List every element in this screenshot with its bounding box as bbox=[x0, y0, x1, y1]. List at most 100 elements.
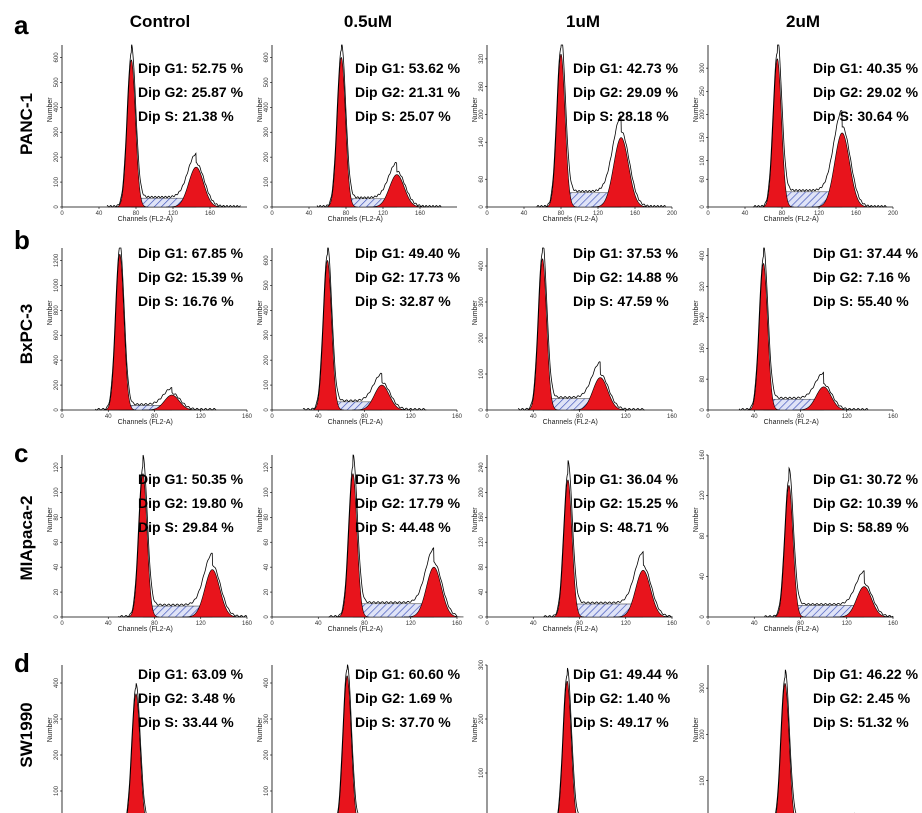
x-axis-label: Channels (FL2-A) bbox=[543, 626, 598, 633]
raw-histogram-line bbox=[316, 44, 442, 208]
g1-peak bbox=[114, 59, 148, 208]
x-tick-label: 40 bbox=[105, 414, 112, 420]
g2-peak bbox=[166, 166, 226, 208]
dip-g2-stat: Dip G2: 1.40 % bbox=[573, 690, 671, 706]
y-tick-label: 300 bbox=[264, 713, 270, 724]
g1-peak bbox=[760, 58, 794, 208]
x-tick-label: 40 bbox=[315, 414, 322, 420]
g1-peak bbox=[525, 258, 559, 411]
g1-peak bbox=[336, 473, 370, 618]
x-tick-label: 80 bbox=[361, 621, 368, 627]
raw-histogram-line bbox=[302, 247, 427, 411]
y-tick-label: 40 bbox=[54, 563, 60, 570]
y-tick-label: 140 bbox=[479, 137, 485, 148]
x-tick-label: 160 bbox=[667, 621, 678, 627]
g2-peak bbox=[834, 586, 894, 618]
dip-g1-stat: Dip G1: 46.22 % bbox=[813, 666, 919, 682]
y-axis-label: Number bbox=[693, 97, 700, 123]
g2-peak bbox=[351, 384, 412, 411]
x-tick-label: 40 bbox=[751, 414, 758, 420]
y-tick-label: 200 bbox=[264, 749, 270, 760]
y-tick-label: 200 bbox=[479, 332, 485, 343]
x-tick-label: 40 bbox=[315, 621, 322, 627]
dip-s-stat: Dip S: 44.48 % bbox=[355, 519, 451, 535]
dip-g1-stat: Dip G1: 42.73 % bbox=[573, 60, 679, 76]
y-tick-label: 100 bbox=[700, 775, 706, 786]
g2-peak bbox=[403, 566, 464, 618]
x-tick-label: 80 bbox=[797, 621, 804, 627]
raw-histogram-line bbox=[775, 669, 855, 813]
g2-peak bbox=[613, 569, 673, 618]
panel-letter-c: c bbox=[14, 438, 28, 468]
x-tick-label: 120 bbox=[406, 621, 417, 627]
x-axis-label: Channels (FL2-A) bbox=[118, 626, 173, 633]
y-tick-label: 100 bbox=[700, 155, 706, 166]
dip-g1-stat: Dip G1: 36.04 % bbox=[573, 471, 679, 487]
y-tick-label: 80 bbox=[700, 532, 706, 539]
y-axis-label: Number bbox=[47, 717, 54, 743]
y-tick-label: 0 bbox=[479, 615, 485, 619]
dip-g2-stat: Dip G2: 25.87 % bbox=[138, 84, 244, 100]
x-axis-label: Channels (FL2-A) bbox=[764, 216, 819, 223]
x-tick-label: 160 bbox=[452, 414, 463, 420]
y-tick-label: 500 bbox=[264, 280, 270, 291]
y-tick-label: 100 bbox=[479, 368, 485, 379]
y-tick-label: 200 bbox=[264, 151, 270, 162]
dip-s-stat: Dip S: 29.84 % bbox=[138, 519, 234, 535]
y-tick-label: 200 bbox=[54, 379, 60, 390]
y-tick-label: 400 bbox=[54, 102, 60, 113]
x-tick-label: 80 bbox=[151, 414, 158, 420]
dip-g1-stat: Dip G1: 53.62 % bbox=[355, 60, 461, 76]
x-tick-label: 120 bbox=[621, 414, 632, 420]
y-tick-label: 400 bbox=[264, 677, 270, 688]
column-header-control: Control bbox=[130, 12, 190, 31]
dip-s-stat: Dip S: 37.70 % bbox=[355, 714, 451, 730]
y-tick-label: 100 bbox=[264, 176, 270, 187]
dip-g2-stat: Dip G2: 29.02 % bbox=[813, 84, 919, 100]
g1-peak bbox=[337, 675, 357, 813]
y-axis-label: Number bbox=[693, 717, 700, 743]
x-tick-label: 0 bbox=[485, 621, 489, 627]
x-tick-label: 80 bbox=[797, 414, 804, 420]
y-tick-label: 400 bbox=[264, 305, 270, 316]
x-axis-label: Channels (FL2-A) bbox=[764, 626, 819, 633]
y-tick-label: 100 bbox=[264, 487, 270, 498]
x-tick-label: 40 bbox=[751, 621, 758, 627]
g1-peak bbox=[126, 473, 160, 618]
y-axis-label: Number bbox=[472, 300, 479, 326]
raw-histogram-line bbox=[536, 44, 666, 208]
dip-g2-stat: Dip G2: 3.48 % bbox=[138, 690, 236, 706]
y-tick-label: 400 bbox=[54, 677, 60, 688]
dip-s-stat: Dip S: 30.64 % bbox=[813, 108, 909, 124]
x-tick-label: 160 bbox=[667, 414, 678, 420]
histogram-miapaca-2-0-5um: 0 40 80 120 160 0 20 40 60 80 100 120 Channels (FL2-… bbox=[257, 454, 464, 633]
histogram-miapaca-2-2um: 0 40 80 120 160 0 40 80 120 160 Channels (FL2-A) Nu… bbox=[693, 449, 919, 633]
y-tick-label: 100 bbox=[264, 379, 270, 390]
g1-peak bbox=[551, 479, 585, 618]
x-tick-label: 0 bbox=[485, 414, 489, 420]
dip-g1-stat: Dip G1: 63.09 % bbox=[138, 666, 244, 682]
x-axis-label: Channels (FL2-A) bbox=[543, 216, 598, 223]
x-tick-label: 160 bbox=[415, 211, 426, 217]
histogram-miapaca-2-1um: 0 40 80 120 160 0 40 80 120 160 200 240 Channels (FL… bbox=[472, 455, 679, 633]
x-tick-label: 160 bbox=[888, 621, 899, 627]
dip-g2-stat: Dip G2: 1.69 % bbox=[355, 690, 453, 706]
dip-g1-stat: Dip G1: 37.44 % bbox=[813, 245, 919, 261]
g1-peak bbox=[127, 693, 145, 813]
x-tick-label: 80 bbox=[779, 211, 786, 217]
g1-peak bbox=[558, 680, 577, 813]
y-tick-label: 500 bbox=[264, 77, 270, 88]
histogram-panc-1-2um: 0 40 80 120 160 200 0 60 100 150 200 250 300 Channels… bbox=[693, 44, 919, 223]
raw-histogram-line bbox=[118, 454, 248, 618]
dip-g1-stat: Dip G1: 67.85 % bbox=[138, 245, 244, 261]
dip-s-stat: Dip S: 49.17 % bbox=[573, 714, 669, 730]
g2-peak bbox=[812, 132, 872, 208]
raw-histogram-line bbox=[106, 44, 241, 208]
x-tick-label: 0 bbox=[706, 211, 710, 217]
y-tick-label: 300 bbox=[264, 127, 270, 138]
x-axis-label: Channels (FL2-A) bbox=[328, 626, 383, 633]
g2-peak bbox=[570, 377, 630, 411]
dip-s-stat: Dip S: 25.07 % bbox=[355, 108, 451, 124]
